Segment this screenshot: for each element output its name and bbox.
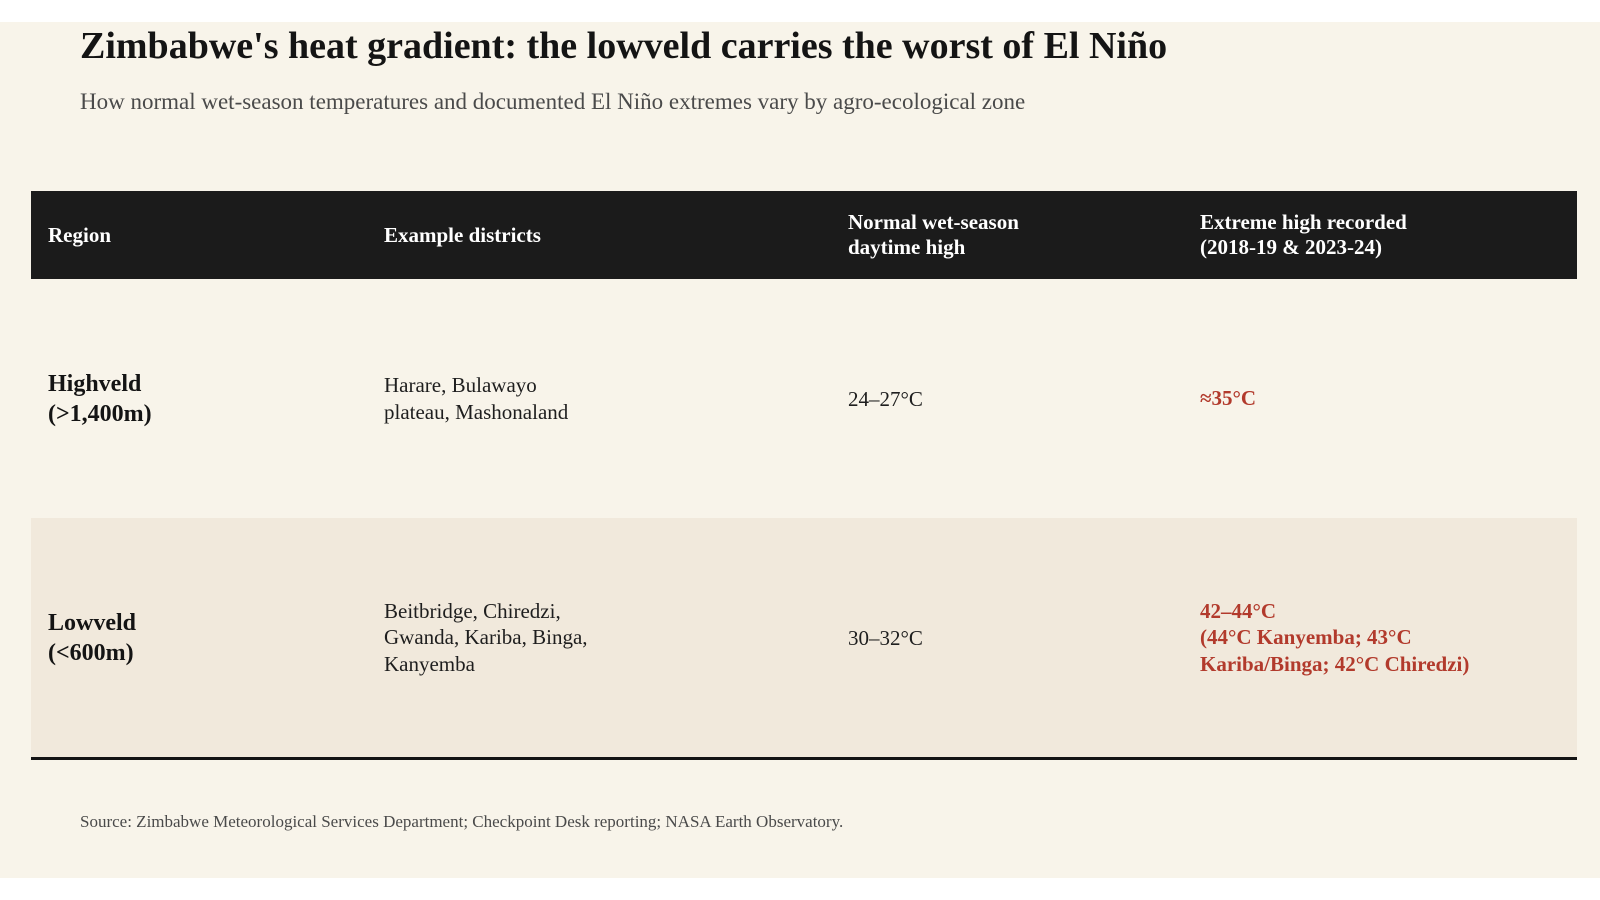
data-table: Region Example districts Normal wet-seas… <box>31 191 1577 760</box>
chart-subtitle: How normal wet-season temperatures and d… <box>80 89 1026 114</box>
header-region: Region <box>48 191 348 279</box>
source-note: Source: Zimbabwe Meteorological Services… <box>80 812 844 831</box>
extreme-high-cell: ≈35°C <box>1200 279 1560 518</box>
header-extreme-high: Extreme high recorded (2018-19 & 2023-24… <box>1200 191 1560 279</box>
region-cell: Highveld (>1,400m) <box>48 279 348 518</box>
districts-cell: Harare, Bulawayo plateau, Mashonaland <box>384 279 824 518</box>
extreme-high-value: 42–44°C (44°C Kanyemba; 43°C Kariba/Bing… <box>1200 598 1470 676</box>
normal-high-value: 24–27°C <box>848 386 923 411</box>
header-normal-high-label: Normal wet-season daytime high <box>848 210 1019 259</box>
header-region-label: Region <box>48 222 111 247</box>
districts-text: Beitbridge, Chiredzi, Gwanda, Kariba, Bi… <box>384 598 588 676</box>
header-normal-high: Normal wet-season daytime high <box>848 191 1168 279</box>
normal-high-cell: 24–27°C <box>848 279 1168 518</box>
normal-high-value: 30–32°C <box>848 625 923 650</box>
districts-text: Harare, Bulawayo plateau, Mashonaland <box>384 373 569 424</box>
header-districts: Example districts <box>384 191 824 279</box>
extreme-high-value: ≈35°C <box>1200 386 1257 411</box>
table-row: Lowveld (<600m) Beitbridge, Chiredzi, Gw… <box>31 518 1577 757</box>
normal-high-cell: 30–32°C <box>848 518 1168 757</box>
table-row: Highveld (>1,400m) Harare, Bulawayo plat… <box>31 279 1577 518</box>
table-bottom-rule <box>31 757 1577 760</box>
table-header: Region Example districts Normal wet-seas… <box>31 191 1577 279</box>
chart-title: Zimbabwe's heat gradient: the lowveld ca… <box>80 25 1168 67</box>
header-districts-label: Example districts <box>384 222 541 247</box>
header-extreme-high-label: Extreme high recorded (2018-19 & 2023-24… <box>1200 210 1407 259</box>
region-name: Highveld (>1,400m) <box>48 370 152 427</box>
chart-panel: Zimbabwe's heat gradient: the lowveld ca… <box>0 22 1600 878</box>
region-name: Lowveld (<600m) <box>48 609 137 666</box>
districts-cell: Beitbridge, Chiredzi, Gwanda, Kariba, Bi… <box>384 518 824 757</box>
region-cell: Lowveld (<600m) <box>48 518 348 757</box>
extreme-high-cell: 42–44°C (44°C Kanyemba; 43°C Kariba/Bing… <box>1200 518 1560 757</box>
